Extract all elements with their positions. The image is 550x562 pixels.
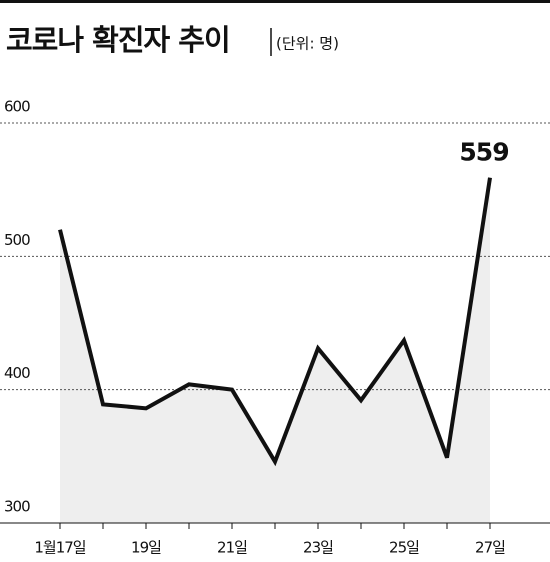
y-tick-label: 400 (4, 364, 30, 382)
y-tick-label: 600 (4, 98, 30, 116)
x-tick-label: 27일 (475, 539, 505, 557)
top-border (0, 0, 550, 3)
chart-title: 코로나 확진자 추이 (6, 23, 230, 57)
x-tick-label: 19일 (131, 539, 161, 557)
data-label: 559 (459, 138, 508, 167)
line (58, 177, 492, 467)
x-tick-label: 25일 (389, 539, 419, 557)
x-tick-label: 1월17일 (34, 539, 85, 557)
chart-subtitle: (단위: 명) (276, 35, 339, 53)
x-tick-label: 23일 (303, 539, 333, 557)
x-tick-label: 21일 (217, 539, 247, 557)
y-tick-label: 300 (4, 498, 30, 516)
area (60, 177, 490, 523)
y-tick-label: 500 (4, 231, 30, 249)
